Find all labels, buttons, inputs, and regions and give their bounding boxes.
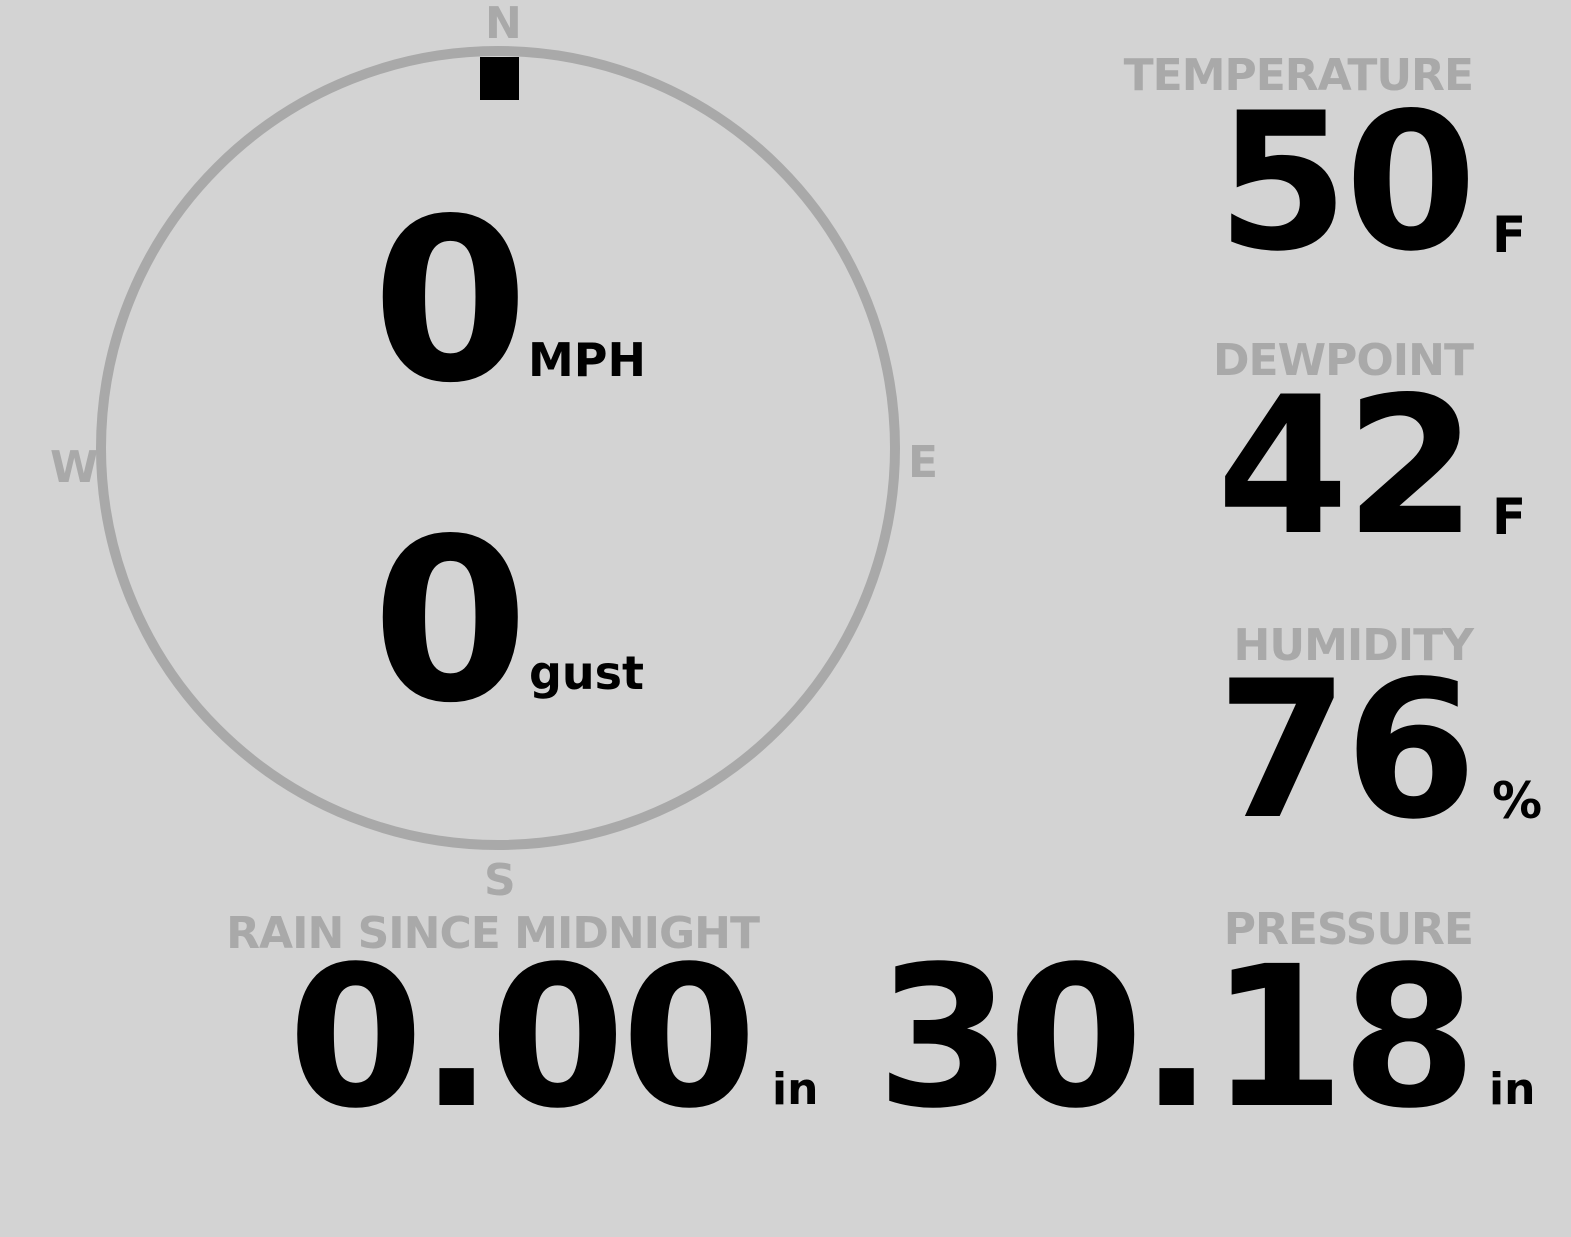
wind-gust-value: 0 [372,491,529,753]
wind-direction-indicator [480,57,519,100]
compass-south: S [484,855,516,906]
dewpoint-unit: F [1492,488,1527,546]
pressure-label: PRESSURE [1223,904,1474,955]
compass-west: W [50,442,99,493]
humidity-value: 76 [1216,640,1477,861]
rain-label: RAIN SINCE MIDNIGHT [226,908,760,959]
temperature-value: 50 [1216,72,1477,293]
rain-unit: in [772,1064,819,1115]
compass-east: E [908,437,939,488]
pressure-value: 30.18 [876,924,1477,1151]
wind-compass [96,46,900,850]
compass-ring [96,46,900,850]
dewpoint-label: DEWPOINT [1213,335,1474,386]
wind-gust-label: gust [529,646,645,700]
temperature-unit: F [1492,206,1527,264]
rain-value: 0.00 [287,924,757,1151]
compass-north: N [485,0,522,49]
wind-speed-value: 0 [372,171,529,433]
pressure-unit: in [1489,1064,1536,1115]
temperature-label: TEMPERATURE [1123,50,1474,101]
wind-direction-marker [480,57,519,100]
wind-speed-unit: MPH [528,333,646,387]
humidity-unit: % [1492,772,1543,830]
humidity-label: HUMIDITY [1233,620,1474,671]
dewpoint-value: 42 [1216,356,1477,577]
